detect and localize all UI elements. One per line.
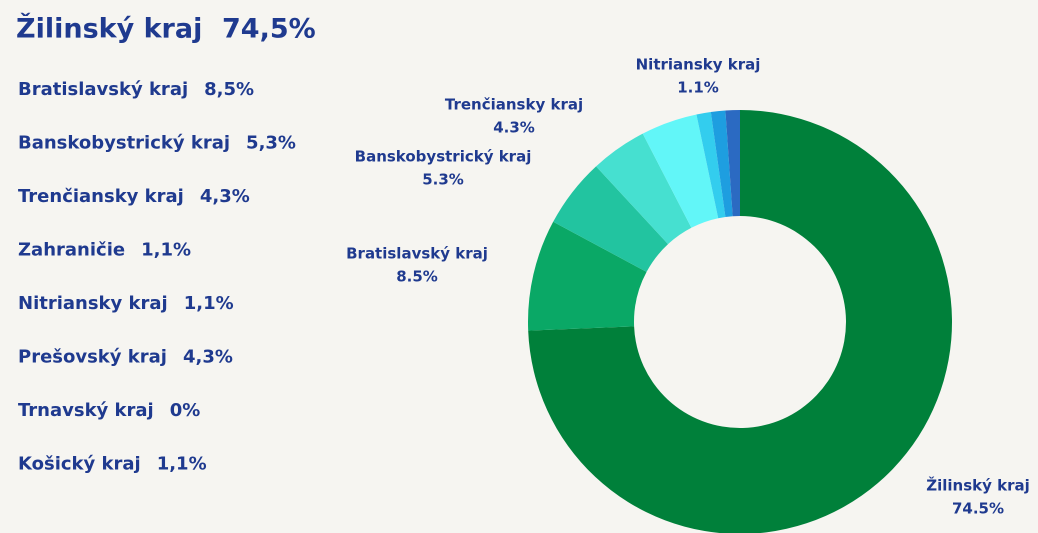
donut-slice xyxy=(642,114,719,228)
headline-name: Žilinský kraj xyxy=(16,13,202,45)
slice-value: 1.1% xyxy=(677,79,719,97)
item-value: 0% xyxy=(170,400,201,421)
headline-value: 74,5% xyxy=(222,14,316,45)
item-name: Nitriansky kraj xyxy=(18,293,168,314)
donut-slice xyxy=(553,166,669,272)
slice-value: 4.3% xyxy=(493,119,535,137)
item-value: 1,1% xyxy=(184,293,234,314)
item-value: 4,3% xyxy=(200,186,250,207)
item-value: 1,1% xyxy=(157,454,207,475)
item-name: Bratislavský kraj xyxy=(18,79,188,100)
item-value: 8,5% xyxy=(204,79,254,100)
donut-slice xyxy=(710,110,733,218)
item-value: 1,1% xyxy=(141,240,191,261)
donut-chart: Žilinský kraj 74.5% Bratislavský kraj 8.5% B… xyxy=(346,56,1030,533)
slice-label: Trenčiansky kraj xyxy=(445,96,583,114)
slice-value: 74.5% xyxy=(952,500,1004,518)
item-value: 4,3% xyxy=(183,347,233,368)
donut-slice xyxy=(696,112,726,219)
donut-slice xyxy=(528,110,952,533)
slice-value: 8.5% xyxy=(396,268,438,286)
slice-label: Žilinský kraj xyxy=(926,476,1030,495)
slice-label: Banskobystrický kraj xyxy=(355,148,532,166)
slice-label: Nitriansky kraj xyxy=(636,56,761,74)
donut-slice xyxy=(725,110,740,217)
item-value: 5,3% xyxy=(246,133,296,154)
summary-list: Bratislavský kraj 8,5% Banskobystrický kra… xyxy=(18,79,296,475)
item-name: Prešovský kraj xyxy=(18,347,167,368)
item-name: Zahraničie xyxy=(18,240,125,261)
donut-slice xyxy=(596,133,692,245)
slice-label: Bratislavský kraj xyxy=(346,245,488,263)
item-name: Banskobystrický kraj xyxy=(18,133,230,154)
item-name: Trenčiansky kraj xyxy=(18,186,184,207)
item-name: Trnavský kraj xyxy=(18,400,154,421)
slice-value: 5.3% xyxy=(422,171,464,189)
item-name: Košický kraj xyxy=(18,454,141,475)
donut-slice xyxy=(528,221,647,331)
